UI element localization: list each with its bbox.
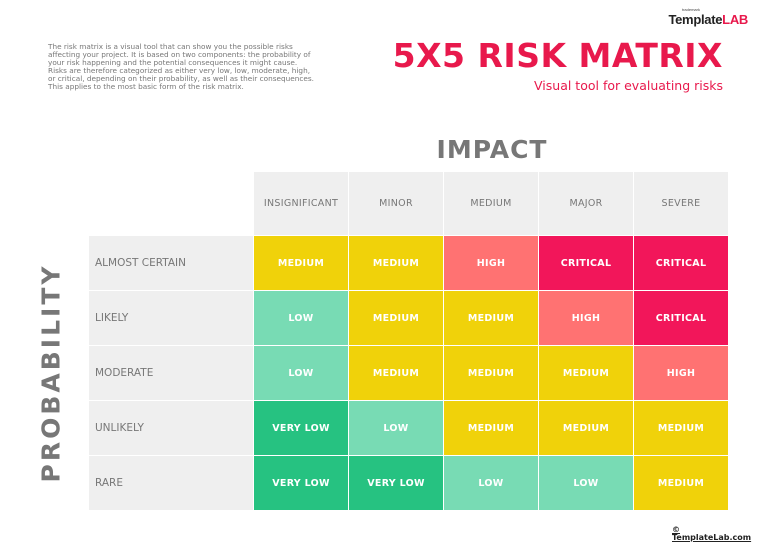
- probability-row-header: LIKELY: [89, 291, 254, 346]
- risk-cell-low: LOW: [349, 401, 444, 456]
- copyright-link[interactable]: © TemplateLab.com: [672, 525, 752, 542]
- logo-word-lab: LAB: [722, 12, 748, 27]
- templatelab-logo: trademark TemplateLAB: [668, 7, 748, 28]
- probability-row-header: UNLIKELY: [89, 401, 254, 456]
- risk-cell-medium: MEDIUM: [254, 236, 349, 291]
- risk-cell-medium: MEDIUM: [634, 401, 729, 456]
- matrix-corner: [89, 172, 254, 236]
- risk-cell-critical: CRITICAL: [634, 236, 729, 291]
- risk-cell-high: HIGH: [539, 291, 634, 346]
- risk-cell-very-low: VERY LOW: [349, 456, 444, 511]
- risk-cell-medium: MEDIUM: [539, 401, 634, 456]
- probability-axis-label: PROBABILITY: [36, 263, 66, 483]
- impact-column-header: MEDIUM: [444, 172, 539, 236]
- risk-cell-medium: MEDIUM: [444, 291, 539, 346]
- logo-trademark: trademark: [681, 7, 700, 12]
- impact-column-header: MINOR: [349, 172, 444, 236]
- risk-cell-medium: MEDIUM: [349, 291, 444, 346]
- probability-axis: PROBABILITY: [34, 236, 68, 510]
- risk-cell-low: LOW: [254, 291, 349, 346]
- impact-column-header: MAJOR: [539, 172, 634, 236]
- risk-matrix-grid: INSIGNIFICANT MINOR MEDIUM MAJOR SEVERE ALMOS…: [89, 172, 729, 511]
- risk-cell-high: HIGH: [444, 236, 539, 291]
- risk-cell-medium: MEDIUM: [349, 346, 444, 401]
- probability-row-header: MODERATE: [89, 346, 254, 401]
- logo-wordmark: TemplateLAB: [668, 12, 748, 27]
- description-text: The risk matrix is a visual tool that ca…: [48, 42, 314, 92]
- impact-column-header: SEVERE: [634, 172, 729, 236]
- impact-axis-label: IMPACT: [436, 135, 548, 164]
- page-subtitle: Visual tool for evaluating risks: [534, 78, 723, 93]
- risk-cell-low: LOW: [539, 456, 634, 511]
- risk-cell-medium: MEDIUM: [634, 456, 729, 511]
- probability-row-header: ALMOST CERTAIN: [89, 236, 254, 291]
- risk-cell-low: LOW: [254, 346, 349, 401]
- risk-cell-medium: MEDIUM: [444, 346, 539, 401]
- risk-cell-very-low: VERY LOW: [254, 456, 349, 511]
- risk-cell-medium: MEDIUM: [539, 346, 634, 401]
- risk-cell-very-low: VERY LOW: [254, 401, 349, 456]
- risk-cell-low: LOW: [444, 456, 539, 511]
- page-title: 5X5 RISK MATRIX: [392, 36, 723, 75]
- impact-column-header: INSIGNIFICANT: [254, 172, 349, 236]
- risk-cell-high: HIGH: [634, 346, 729, 401]
- risk-cell-critical: CRITICAL: [539, 236, 634, 291]
- risk-cell-medium: MEDIUM: [444, 401, 539, 456]
- risk-cell-critical: CRITICAL: [634, 291, 729, 346]
- risk-cell-medium: MEDIUM: [349, 236, 444, 291]
- probability-row-header: RARE: [89, 456, 254, 511]
- logo-word-template: Template: [668, 12, 723, 27]
